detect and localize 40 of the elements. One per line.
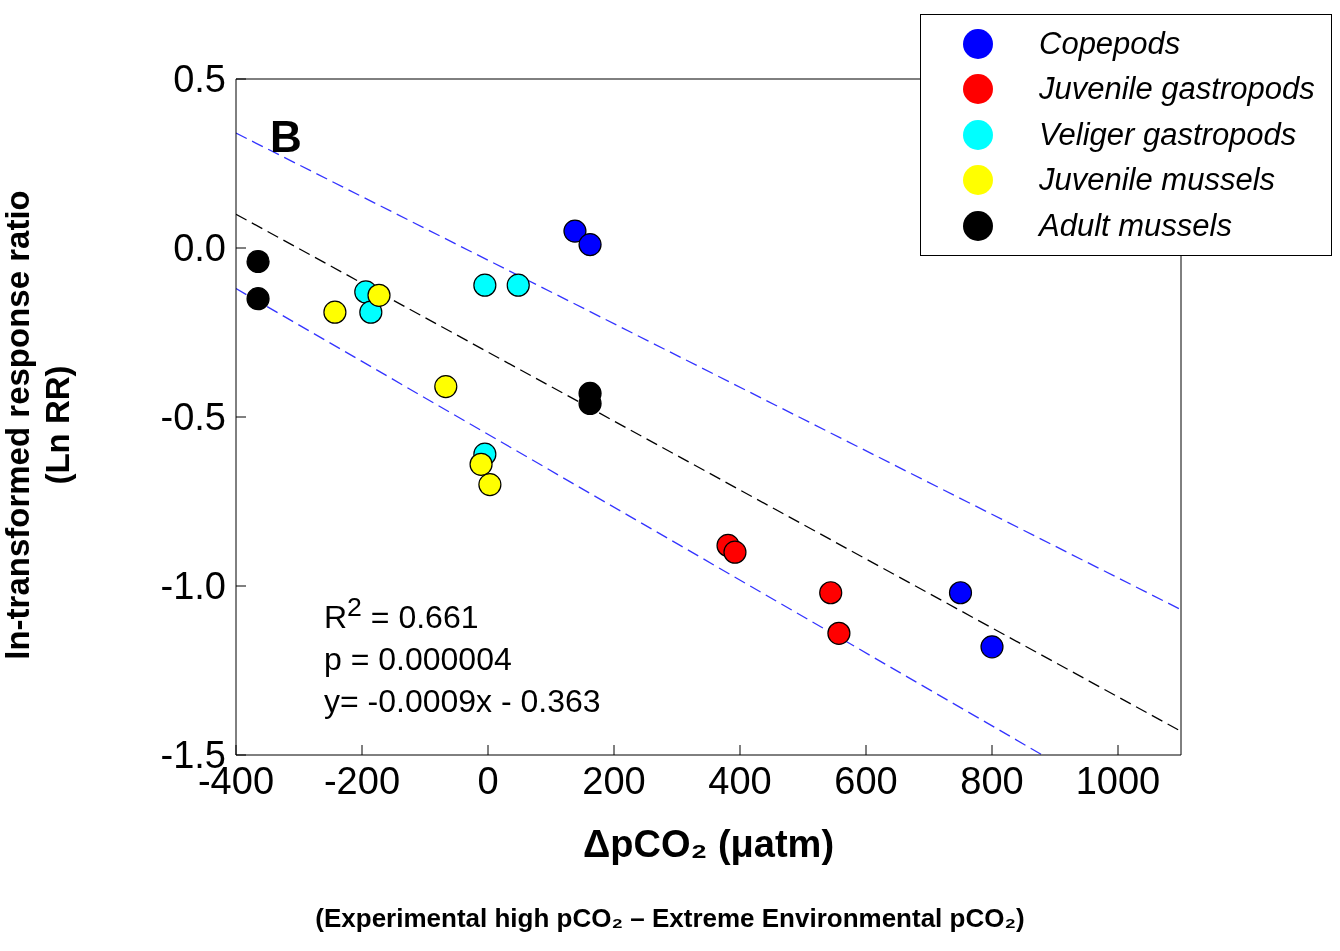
legend-label: Juvenile mussels	[1039, 162, 1276, 199]
x-tick-label: 800	[960, 759, 1024, 802]
x-tick-label: -200	[323, 759, 401, 802]
legend-label: Adult mussels	[1039, 207, 1232, 244]
point	[434, 374, 458, 399]
y-tick-label: -1.0	[160, 565, 226, 608]
point	[469, 452, 493, 476]
point	[506, 273, 530, 297]
legend-label: Veliger gastropods	[1039, 116, 1297, 153]
x-axis-title: ΔpCO₂ (μatm)	[582, 823, 835, 865]
y-tick-label: 0.5	[173, 58, 226, 101]
annotation: y= -0.0009x - 0.363	[324, 681, 601, 721]
legend-label: Copepods	[1039, 25, 1181, 62]
point	[578, 233, 602, 257]
point	[563, 219, 587, 243]
annotation: B	[270, 112, 302, 162]
x-tick-label: 0	[477, 759, 499, 802]
point	[246, 249, 270, 274]
point	[827, 621, 851, 645]
x-tick-label: 200	[582, 759, 646, 802]
point	[246, 287, 270, 311]
point	[323, 300, 347, 324]
y-tick-label: -0.5	[160, 396, 226, 439]
x-tick-label: 600	[834, 759, 898, 802]
legend-label: Juvenile gastropods	[1039, 71, 1315, 108]
text: (Experimental high pCO₂ – Extreme Environmental pCO₂)	[314, 903, 1026, 934]
point	[473, 273, 497, 297]
point	[478, 473, 502, 497]
point	[723, 540, 747, 564]
point	[359, 300, 383, 324]
annotation: R$^{2}$ = 0.661	[324, 591, 480, 637]
x-tick-label: 1000	[1075, 759, 1161, 802]
point	[980, 635, 1004, 659]
y-tick-label: 0.0	[173, 227, 226, 270]
y-axis-title: ln-transformed response ratio (Ln RR)	[0, 190, 77, 660]
annotation: p = 0.000004	[324, 639, 513, 679]
point	[948, 581, 973, 605]
x-tick-label: 400	[708, 759, 772, 802]
point	[819, 581, 843, 605]
point	[367, 283, 391, 307]
